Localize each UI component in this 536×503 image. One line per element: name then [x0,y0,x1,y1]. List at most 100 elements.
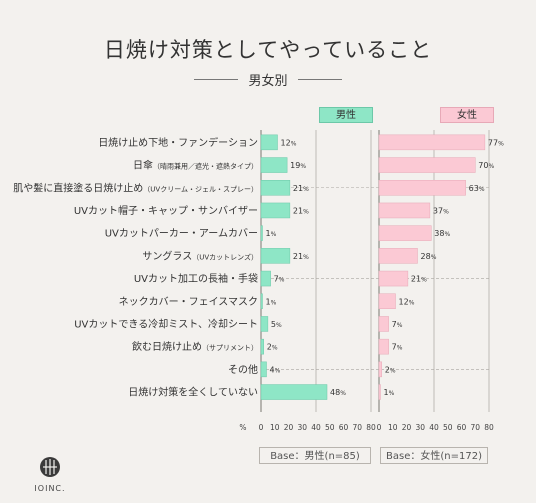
x-unit-label: % [239,423,246,432]
tick-label: 30 [297,423,307,432]
value-label-male: 2% [267,343,278,352]
tick-label: 40 [429,423,439,432]
category-label-main: UVカットパーカー・アームカバー [105,228,258,240]
legend-female: 女性 [440,107,494,123]
bar-male [260,248,291,264]
category-label-main: 日焼け止め下地・ファンデーション [98,136,258,149]
value-label-female: 28% [421,252,437,261]
tick-label: 0 [377,423,382,432]
value-label-male: 21% [293,252,309,261]
bar-male [260,293,263,309]
value-label-female: 12% [399,297,415,306]
tick-label: 60 [457,423,467,432]
bar-female [378,270,409,287]
tick-label: 80 [484,423,494,432]
tick-label: 50 [325,423,335,432]
bar-male [260,134,278,151]
bar-male [260,361,267,378]
category-label: ネックカバー・フェイスマスク [119,296,258,308]
bar-male [260,384,328,400]
base-female: Base：女性(n=172) [380,447,488,464]
value-label-male: 19% [290,161,306,170]
value-label-female: 7% [392,343,403,352]
bar-female [378,225,432,241]
logo-text: IOINC. [34,484,66,493]
chart-subtitle: 男女別 [248,74,288,89]
category-label-main: 飲む日焼け止め [132,340,202,353]
category-label-note: （UVクリーム・ジェル・スプレー） [143,185,258,193]
category-label-note: （晴雨兼用／遮光・遮熱タイプ） [153,162,258,171]
bar-female [378,361,382,378]
value-label-female: 1% [384,388,395,397]
category-label: サングラス（UVカットレンズ） [142,249,258,262]
bar-male [260,225,263,241]
category-label: 日焼け対策を全くしていない [128,386,258,399]
value-label-female: 77% [488,138,504,147]
tick-label: 30 [415,423,425,432]
tick-label: 20 [284,423,294,432]
bar-male [260,316,269,332]
chart-title: 日焼け対策としてやっていること [103,38,433,62]
company-logo: IOINC. [30,456,70,493]
logo-icon [40,457,60,477]
tick-label: 60 [339,423,349,432]
value-label-female: 63% [469,184,485,193]
category-label: 日焼け止め下地・ファンデーション [98,136,258,149]
value-label-male: 1% [266,297,277,306]
value-label-female: 70% [478,161,494,170]
category-label: UVカット帽子・キャップ・サンバイザー [74,204,258,217]
category-label-main: UVカット加工の長袖・手袋 [134,272,258,285]
tick-label: 80 [366,423,376,432]
tick-label: 40 [311,423,321,432]
value-label-female: 38% [434,229,450,238]
value-label-male: 7% [274,275,285,284]
category-label-main: UVカットできる冷却ミスト、冷却シート [74,317,258,330]
category-label: 肌や髪に直接塗る日焼け止め（UVクリーム・ジェル・スプレー） [13,181,258,194]
tick-label: 20 [402,423,412,432]
bar-female [378,134,486,151]
value-label-male: 21% [293,206,309,215]
category-label-note: （UVカットレンズ） [192,252,258,261]
category-label-main: サングラス [142,249,192,262]
tick-label: 70 [470,423,480,432]
bar-female [378,384,381,400]
bar-female [378,202,431,219]
category-label-main: UVカット帽子・キャップ・サンバイザー [74,204,258,217]
base-male: Base：男性(n=85) [259,447,371,464]
tick-label: 50 [443,423,453,432]
value-label-female: 21% [411,275,427,284]
bar-male [260,202,291,219]
tick-label: 70 [352,423,362,432]
bar-male [260,338,264,355]
bar-female [378,338,389,355]
bar-female [378,157,476,173]
value-label-female: 2% [385,365,396,374]
category-label: UVカットできる冷却ミスト、冷却シート [74,317,258,330]
bar-female [378,248,418,264]
category-label-main: ネックカバー・フェイスマスク [119,296,258,308]
value-label-female: 7% [392,320,403,329]
value-label-male: 5% [271,320,282,329]
category-label: 日傘（晴雨兼用／遮光・遮熱タイプ） [133,160,258,172]
category-label: UVカット加工の長袖・手袋 [134,272,258,285]
bar-male [260,157,288,173]
bar-male [260,180,291,196]
subtitle-row: 男女別 [0,70,536,89]
category-label-main: 日焼け対策を全くしていない [128,386,258,399]
category-label: 飲む日焼け止め（サプリメント） [132,340,258,353]
bar-male [260,270,271,287]
category-label-main: 肌や髪に直接塗る日焼け止め [13,181,143,194]
tick-label: 10 [270,423,280,432]
value-label-male: 1% [266,229,277,238]
value-label-male: 4% [270,365,281,374]
bar-female [378,293,396,309]
category-label-main: 日傘 [133,160,153,172]
bar-female [378,316,389,332]
legend-male: 男性 [319,107,373,123]
value-label-female: 37% [433,206,449,215]
bar-female [378,180,466,196]
category-label: その他 [228,363,258,376]
subtitle-rule-left [194,79,239,80]
value-label-male: 12% [281,138,297,147]
value-label-male: 48% [330,388,346,397]
